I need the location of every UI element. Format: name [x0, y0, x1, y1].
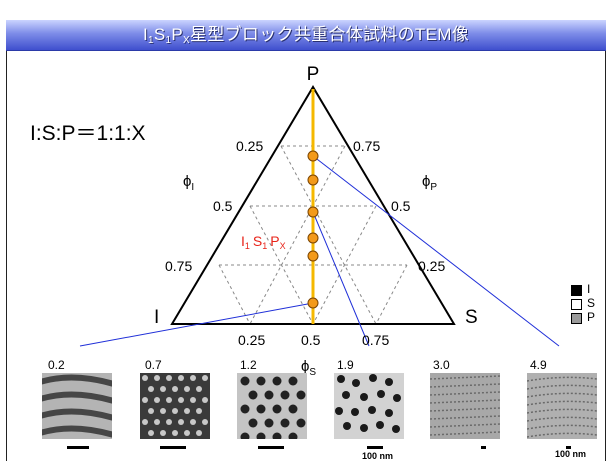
slide-border-right: [605, 20, 606, 461]
grid-line: [218, 264, 251, 325]
ratio-label: I:S:P＝1:1:X: [30, 122, 146, 145]
connector-line: [79, 302, 314, 347]
tick-bottom-0: 0.25: [238, 332, 265, 348]
legend-label-s: S: [587, 296, 596, 310]
scale-bar: [258, 446, 284, 449]
micrograph-label: 4.9: [530, 358, 547, 372]
tick-right-2: 0.25: [418, 258, 445, 274]
scale-bar: [481, 446, 486, 449]
tick-left-0: 0.25: [236, 138, 263, 154]
tick-left-2: 0.75: [165, 258, 192, 274]
scale-label: 100 nm: [555, 449, 587, 459]
tick-left-1: 0.5: [213, 198, 233, 214]
sample-dot: [307, 174, 319, 186]
legend-swatch-i: [571, 285, 582, 296]
legend-label-p: P: [587, 310, 596, 324]
lamellae-icon: [42, 373, 112, 439]
tick-right-0: 0.75: [353, 138, 380, 154]
sample-dot: [307, 250, 319, 262]
connector-line: [312, 211, 370, 347]
grid-line: [249, 145, 346, 325]
vertex-label-top: P: [307, 64, 320, 85]
micrograph-label: 0.7: [145, 358, 162, 372]
grid-line: [280, 145, 377, 325]
vertex-label-left: I: [154, 307, 159, 328]
sample-dot: [307, 150, 319, 162]
vertex-label-right: S: [465, 307, 478, 328]
grid-line: [312, 205, 377, 325]
legend-swatch-p: [571, 313, 582, 324]
fine-lamellae-icon: [430, 373, 500, 439]
sample-dot: [307, 297, 319, 309]
page-title: I1S1PX星型ブロック共重合体試料のTEM像: [142, 25, 470, 46]
sample-dot: [307, 232, 319, 244]
scale-bar: [566, 446, 571, 449]
legend-label-i: I: [587, 282, 591, 296]
connector-line: [312, 155, 560, 347]
sample-dots: [307, 150, 319, 309]
micrograph-label: 1.2: [240, 358, 257, 372]
micrograph-label: 1.9: [337, 358, 354, 372]
tick-bottom-1: 0.5: [301, 332, 321, 348]
axis-label-bottom: ϕS: [301, 358, 316, 378]
scale-label: 100 nm: [362, 451, 394, 461]
sample-dot: [307, 206, 319, 218]
dot-pattern-icon: [237, 373, 307, 439]
scale-bar: [160, 446, 186, 449]
sample-composition-label: I1 S1 PX: [241, 233, 286, 251]
grid-line: [375, 264, 408, 325]
legend-swatch-s: [571, 299, 582, 310]
connector-lines: [79, 155, 560, 347]
micrograph-label: 0.2: [48, 358, 65, 372]
hexagonal-pattern-icon: [140, 373, 210, 439]
scale-bar: [367, 446, 383, 449]
slide-border-left: [6, 20, 7, 461]
title-bar: I1S1PX星型ブロック共重合体試料のTEM像: [6, 20, 606, 51]
axis-label-left: ϕI: [183, 173, 194, 193]
axis-label-right: ϕP: [422, 173, 437, 193]
tick-bottom-2: 0.75: [362, 332, 389, 348]
tick-right-1: 0.5: [391, 198, 411, 214]
scale-bar: [67, 446, 89, 449]
micrograph-label: 3.0: [433, 358, 450, 372]
fine-lamellae-icon: [527, 373, 597, 439]
cylinder-pattern-icon: [334, 373, 404, 439]
